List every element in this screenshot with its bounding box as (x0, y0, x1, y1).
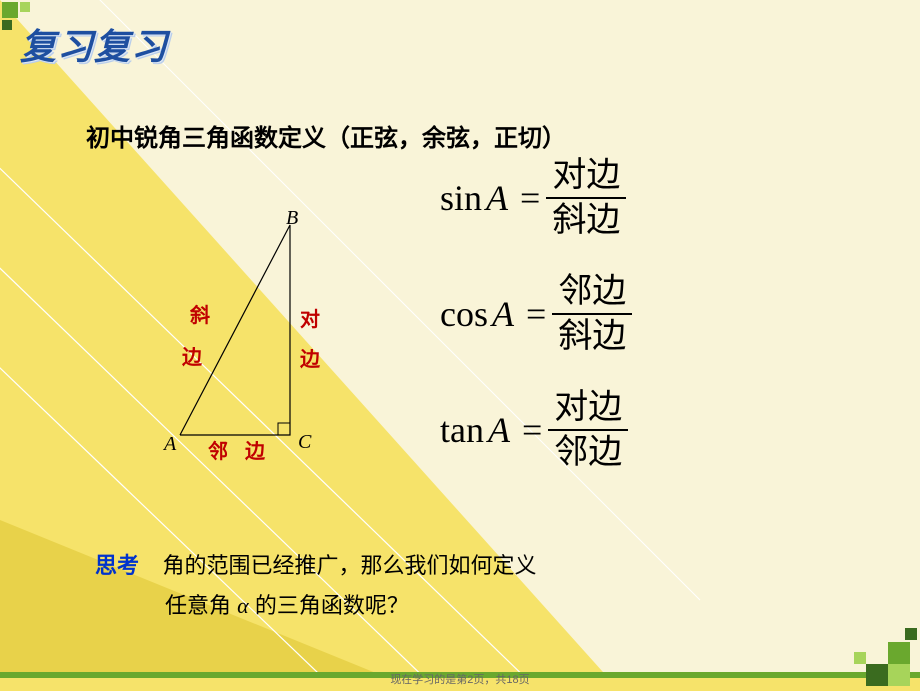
cos-var: A (492, 293, 514, 335)
section-heading: 初中锐角三角函数定义（正弦，余弦，正切） (86, 118, 566, 153)
sin-var: A (486, 177, 508, 219)
vertex-a: A (164, 433, 176, 456)
sin-formula: sin A = 对边 斜边 (440, 150, 632, 246)
formula-block: sin A = 对边 斜边 cos A = 邻边 斜边 tan A (440, 150, 632, 498)
cos-den: 斜边 (552, 313, 632, 356)
page-footer: 现在学习的是第2页，共18页 (0, 671, 920, 687)
cos-formula: cos A = 邻边 斜边 (440, 266, 632, 362)
eq-sign: = (520, 177, 540, 219)
think-line2: 任意角 α 的三角函数呢？ (165, 588, 537, 620)
triangle-diagram: B A C 斜 边 对 边 邻 边 (150, 205, 340, 455)
tan-frac: 对边 邻边 (548, 388, 628, 472)
slide-title: 复习复习 (20, 18, 168, 70)
hyp-label-bot: 边 (182, 343, 202, 373)
vertex-c: C (298, 431, 311, 454)
tan-den: 邻边 (548, 429, 628, 472)
think-label: 思考 (95, 553, 139, 578)
sin-frac: 对边 斜边 (546, 156, 626, 240)
tan-var: A (488, 409, 510, 451)
eq-sign: = (526, 293, 546, 335)
sin-num: 对边 (546, 156, 626, 197)
sin-den: 斜边 (546, 197, 626, 240)
content: 复习复习 初中锐角三角函数定义（正弦，余弦，正切） B A C 斜 边 对 边 … (0, 0, 920, 691)
tan-fn: tan (440, 409, 484, 451)
tan-formula: tan A = 对边 邻边 (440, 382, 632, 478)
sin-fn: sin (440, 177, 482, 219)
cos-frac: 邻边 斜边 (552, 272, 632, 356)
hyp-label-top: 斜 (190, 301, 210, 331)
vertex-b: B (286, 207, 298, 230)
think-line2b: 的三角函数呢？ (255, 593, 409, 618)
think-block: 思考 角的范围已经推广，那么我们如何定义 任意角 α 的三角函数呢？ (95, 548, 537, 620)
eq-sign: = (522, 409, 542, 451)
think-line1-text: 角的范围已经推广，那么我们如何定义 (163, 553, 537, 578)
think-line1: 思考 角的范围已经推广，那么我们如何定义 (95, 548, 537, 580)
cos-fn: cos (440, 293, 488, 335)
slide: 复习复习 初中锐角三角函数定义（正弦，余弦，正切） B A C 斜 边 对 边 … (0, 0, 920, 691)
opp-label-top: 对 (300, 305, 320, 335)
opp-label-bot: 边 (300, 345, 320, 375)
adj-label: 邻 边 (208, 437, 271, 467)
think-line2a: 任意角 (165, 593, 237, 618)
tan-num: 对边 (548, 388, 628, 429)
alpha-symbol: α (237, 593, 249, 618)
cos-num: 邻边 (552, 272, 632, 313)
